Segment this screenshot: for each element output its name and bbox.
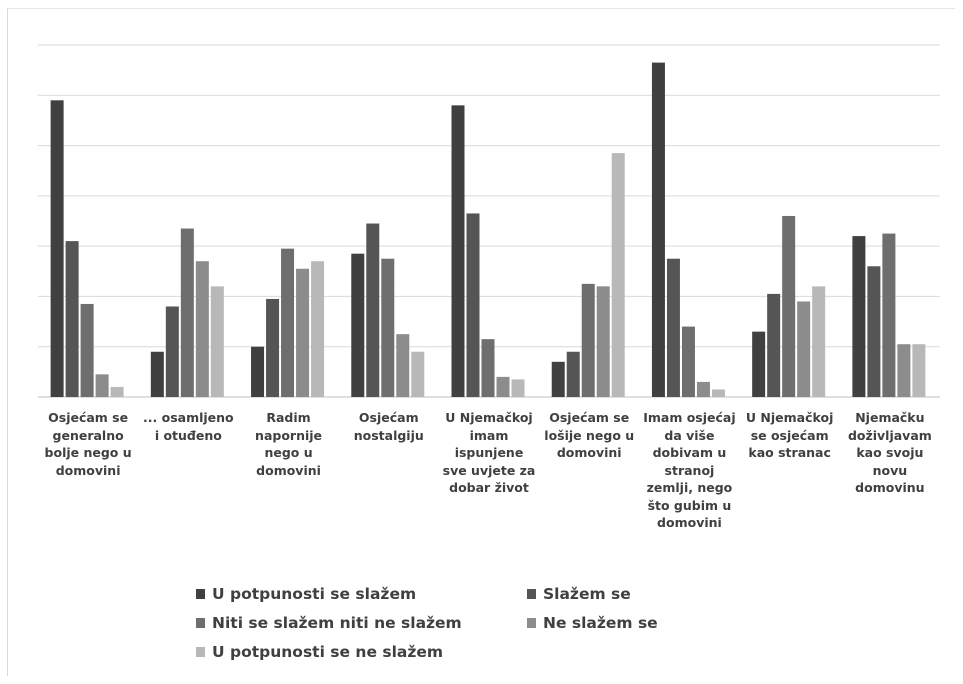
bar-5-series-2 — [466, 213, 480, 397]
legend-label-3: Niti se slažem niti ne slažem — [212, 614, 462, 632]
bar-5-series-5 — [511, 379, 525, 397]
bar-2-series-5 — [210, 286, 224, 397]
bar-3-series-4 — [296, 268, 310, 397]
category-label-2: ... osamljeno i otuđeno — [143, 410, 234, 443]
bar-1-series-5 — [110, 386, 124, 397]
bar-1-series-1 — [50, 100, 64, 398]
category-label-8: U Njemačkoj se osjećam kao stranac — [745, 410, 834, 460]
bar-6-series-3 — [581, 283, 595, 397]
bar-2-series-2 — [165, 306, 179, 397]
bar-3-series-3 — [281, 248, 295, 397]
legend-swatch-3 — [196, 618, 205, 628]
bar-1-series-4 — [95, 374, 109, 397]
category-label-6: Osjećam se lošije nego u domovini — [544, 410, 635, 460]
bar-2-series-4 — [195, 261, 209, 397]
legend-item-2: Slažem se — [527, 585, 631, 603]
bar-3-series-2 — [266, 298, 280, 397]
bar-2-series-1 — [150, 351, 164, 397]
legend-swatch-5 — [196, 647, 205, 657]
bar-7-series-3 — [681, 326, 695, 397]
bar-3-series-1 — [251, 346, 265, 397]
legend-label-5: U potpunosti se ne slažem — [212, 643, 444, 661]
bar-5-series-4 — [496, 376, 510, 397]
bar-8-series-5 — [812, 286, 826, 397]
bar-5-series-3 — [481, 339, 495, 397]
bar-1-series-2 — [65, 241, 79, 397]
bar-5-series-1 — [451, 105, 465, 397]
bar-9-series-3 — [882, 233, 896, 397]
bar-8-series-1 — [752, 331, 766, 397]
bar-8-series-2 — [767, 293, 781, 397]
category-label-5: U Njemačkoj imam ispunjene sve uvjete za… — [442, 410, 536, 495]
bar-7-series-4 — [696, 381, 710, 397]
bar-4-series-1 — [351, 253, 365, 397]
legend-item-3: Niti se slažem niti ne slažem — [196, 614, 462, 632]
bar-8-series-4 — [797, 301, 811, 397]
chart-frame — [7, 8, 955, 676]
bar-6-series-4 — [596, 286, 610, 397]
legend-swatch-1 — [196, 589, 205, 599]
legend-label-1: U potpunosti se slažem — [212, 585, 417, 603]
bar-4-series-2 — [366, 223, 380, 397]
bar-9-series-5 — [912, 344, 926, 397]
bar-7-series-1 — [651, 62, 665, 397]
bar-8-series-3 — [782, 215, 796, 397]
category-label-1: Osjećam se generalno bolje nego u domovi… — [44, 410, 132, 478]
bar-1-series-3 — [80, 303, 94, 397]
category-label-4: Osjećam nostalgiju — [353, 410, 424, 443]
bar-6-series-1 — [551, 361, 565, 397]
bar-9-series-1 — [852, 236, 866, 397]
bar-9-series-2 — [867, 266, 881, 397]
bars — [50, 62, 926, 398]
bar-2-series-3 — [180, 228, 194, 397]
bar-9-series-4 — [897, 344, 911, 397]
legend-item-1: U potpunosti se slažem — [196, 585, 416, 603]
legend-item-4: Ne slažem se — [527, 614, 658, 632]
bar-4-series-4 — [396, 334, 410, 397]
bar-3-series-5 — [311, 261, 325, 397]
legend-swatch-4 — [527, 618, 536, 628]
category-label-7: Imam osjećaj da više dobivam u stranoj z… — [643, 410, 736, 530]
legend-label-4: Ne slažem se — [543, 614, 658, 632]
category-label-3: Radim napornije nego u domovini — [255, 410, 323, 478]
category-label-9: Njemačku doživljavam kao svoju novu domo… — [847, 410, 932, 495]
bar-4-series-5 — [411, 351, 425, 397]
bar-7-series-5 — [711, 389, 725, 397]
bar-4-series-3 — [381, 258, 395, 397]
bar-6-series-2 — [566, 351, 580, 397]
bar-7-series-2 — [666, 258, 680, 397]
bar-6-series-5 — [611, 153, 625, 397]
legend-label-2: Slažem se — [543, 585, 631, 603]
legend-swatch-2 — [527, 589, 536, 599]
legend-item-5: U potpunosti se ne slažem — [196, 643, 443, 661]
